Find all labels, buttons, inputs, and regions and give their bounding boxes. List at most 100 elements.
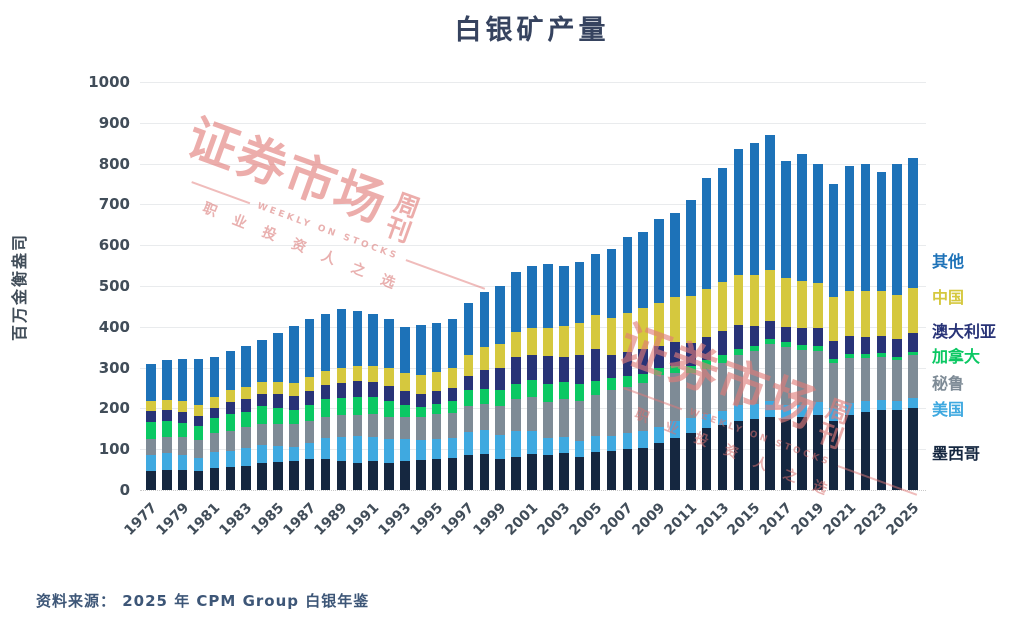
segment-澳大利亚-2003 <box>559 357 569 382</box>
bar-1990 <box>352 310 363 490</box>
segment-中国-1992 <box>384 368 394 386</box>
segment-墨西哥-2005 <box>590 452 601 490</box>
segment-美国-2001 <box>527 431 537 455</box>
ytick-200: 200 <box>98 399 130 418</box>
segment-其他-2010 <box>670 212 680 297</box>
segment-澳大利亚-1982 <box>225 401 236 414</box>
segment-澳大利亚-1994 <box>416 393 426 408</box>
segment-加拿大-2013 <box>717 354 728 364</box>
segment-澳大利亚-2014 <box>733 324 744 349</box>
segment-加拿大-2006 <box>606 377 617 391</box>
segment-加拿大-1986 <box>289 409 299 424</box>
segment-其他-1989 <box>336 309 347 369</box>
segment-其他-2005 <box>590 254 601 315</box>
segment-加拿大-1982 <box>225 413 236 431</box>
segment-澳大利亚-2005 <box>590 349 601 381</box>
segment-中国-1984 <box>257 381 267 394</box>
segment-墨西哥-1983 <box>241 465 251 490</box>
segment-墨西哥-2010 <box>670 437 680 490</box>
segment-墨西哥-2014 <box>733 420 744 490</box>
segment-加拿大-2003 <box>559 381 569 399</box>
segment-其他-2023 <box>876 171 887 291</box>
segment-中国-1995 <box>431 371 442 392</box>
segment-秘鲁-2009 <box>654 375 664 427</box>
segment-美国-2002 <box>543 437 553 456</box>
segment-美国-2004 <box>574 441 585 458</box>
segment-加拿大-2014 <box>733 348 744 356</box>
legend-item-中国: 中国 <box>932 288 965 307</box>
segment-加拿大-1979 <box>177 422 188 438</box>
ytick-0: 0 <box>119 481 130 499</box>
segment-美国-2017 <box>781 405 791 419</box>
segment-秘鲁-1993 <box>400 417 410 440</box>
segment-澳大利亚-2008 <box>638 348 648 375</box>
segment-美国-1994 <box>416 440 426 460</box>
segment-秘鲁-2005 <box>590 394 601 437</box>
segment-中国-2010 <box>670 296 680 342</box>
segment-加拿大-1985 <box>273 408 283 424</box>
segment-澳大利亚-2013 <box>717 330 728 355</box>
segment-美国-2013 <box>717 411 728 425</box>
segment-中国-1996 <box>447 368 458 389</box>
segment-中国-2011 <box>686 295 696 343</box>
segment-墨西哥-2008 <box>638 447 648 490</box>
segment-美国-2018 <box>797 404 807 417</box>
segment-其他-2015 <box>749 143 760 276</box>
segment-加拿大-1996 <box>447 401 458 413</box>
segment-美国-2021 <box>844 402 855 415</box>
segment-墨西哥-1981 <box>209 468 220 490</box>
segment-加拿大-1978 <box>162 420 172 437</box>
segment-加拿大-1980 <box>193 425 204 440</box>
bar-1984 <box>257 339 267 490</box>
segment-澳大利亚-1985 <box>273 394 283 409</box>
segment-美国-1989 <box>336 437 347 462</box>
ytick-1000: 1000 <box>88 73 130 91</box>
segment-墨西哥-1985 <box>273 461 283 490</box>
bar-2003 <box>559 265 569 490</box>
segment-加拿大-2002 <box>543 383 553 402</box>
segment-秘鲁-1984 <box>257 423 267 446</box>
bar-2012 <box>701 177 712 490</box>
segment-墨西哥-2023 <box>876 410 887 490</box>
segment-墨西哥-1998 <box>479 454 490 490</box>
segment-秘鲁-1991 <box>368 414 378 437</box>
segment-澳大利亚-1996 <box>447 388 458 402</box>
segment-秘鲁-1985 <box>273 423 283 446</box>
segment-加拿大-2015 <box>749 345 760 351</box>
segment-秘鲁-2002 <box>543 401 553 438</box>
y-axis-label: 百万金衡盎司 <box>10 233 29 342</box>
segment-墨西哥-1978 <box>162 469 172 490</box>
segment-美国-2009 <box>654 426 664 444</box>
segment-其他-2002 <box>543 263 553 328</box>
legend-item-墨西哥: 墨西哥 <box>932 444 981 463</box>
segment-墨西哥-2004 <box>574 457 585 490</box>
segment-美国-2007 <box>622 432 632 450</box>
bar-2002 <box>543 263 553 490</box>
segment-澳大利亚-1989 <box>336 383 347 399</box>
bar-2004 <box>574 261 585 490</box>
segment-加拿大-1994 <box>416 407 426 417</box>
segment-加拿大-1990 <box>352 396 363 415</box>
segment-墨西哥-1986 <box>289 460 299 490</box>
segment-墨西哥-2016 <box>765 416 775 490</box>
bar-2020 <box>828 184 839 490</box>
segment-美国-1988 <box>320 437 331 460</box>
segment-墨西哥-2006 <box>606 450 617 490</box>
bar-2014 <box>733 149 744 490</box>
segment-其他-2000 <box>511 271 521 332</box>
segment-中国-2002 <box>543 327 553 357</box>
segment-墨西哥-1980 <box>193 470 204 490</box>
segment-其他-2014 <box>733 149 744 276</box>
segment-秘鲁-1998 <box>479 403 490 431</box>
segment-澳大利亚-2001 <box>527 355 537 381</box>
segment-加拿大-1998 <box>479 388 490 404</box>
segment-秘鲁-2018 <box>797 349 807 405</box>
ytick-300: 300 <box>98 358 130 377</box>
segment-美国-2023 <box>876 400 887 411</box>
segment-其他-1991 <box>368 313 378 366</box>
segment-其他-1981 <box>209 357 220 398</box>
segment-澳大利亚-2009 <box>654 346 664 368</box>
segment-其他-1977 <box>146 363 156 402</box>
segment-加拿大-2009 <box>654 367 664 376</box>
segment-秘鲁-2017 <box>781 346 791 406</box>
